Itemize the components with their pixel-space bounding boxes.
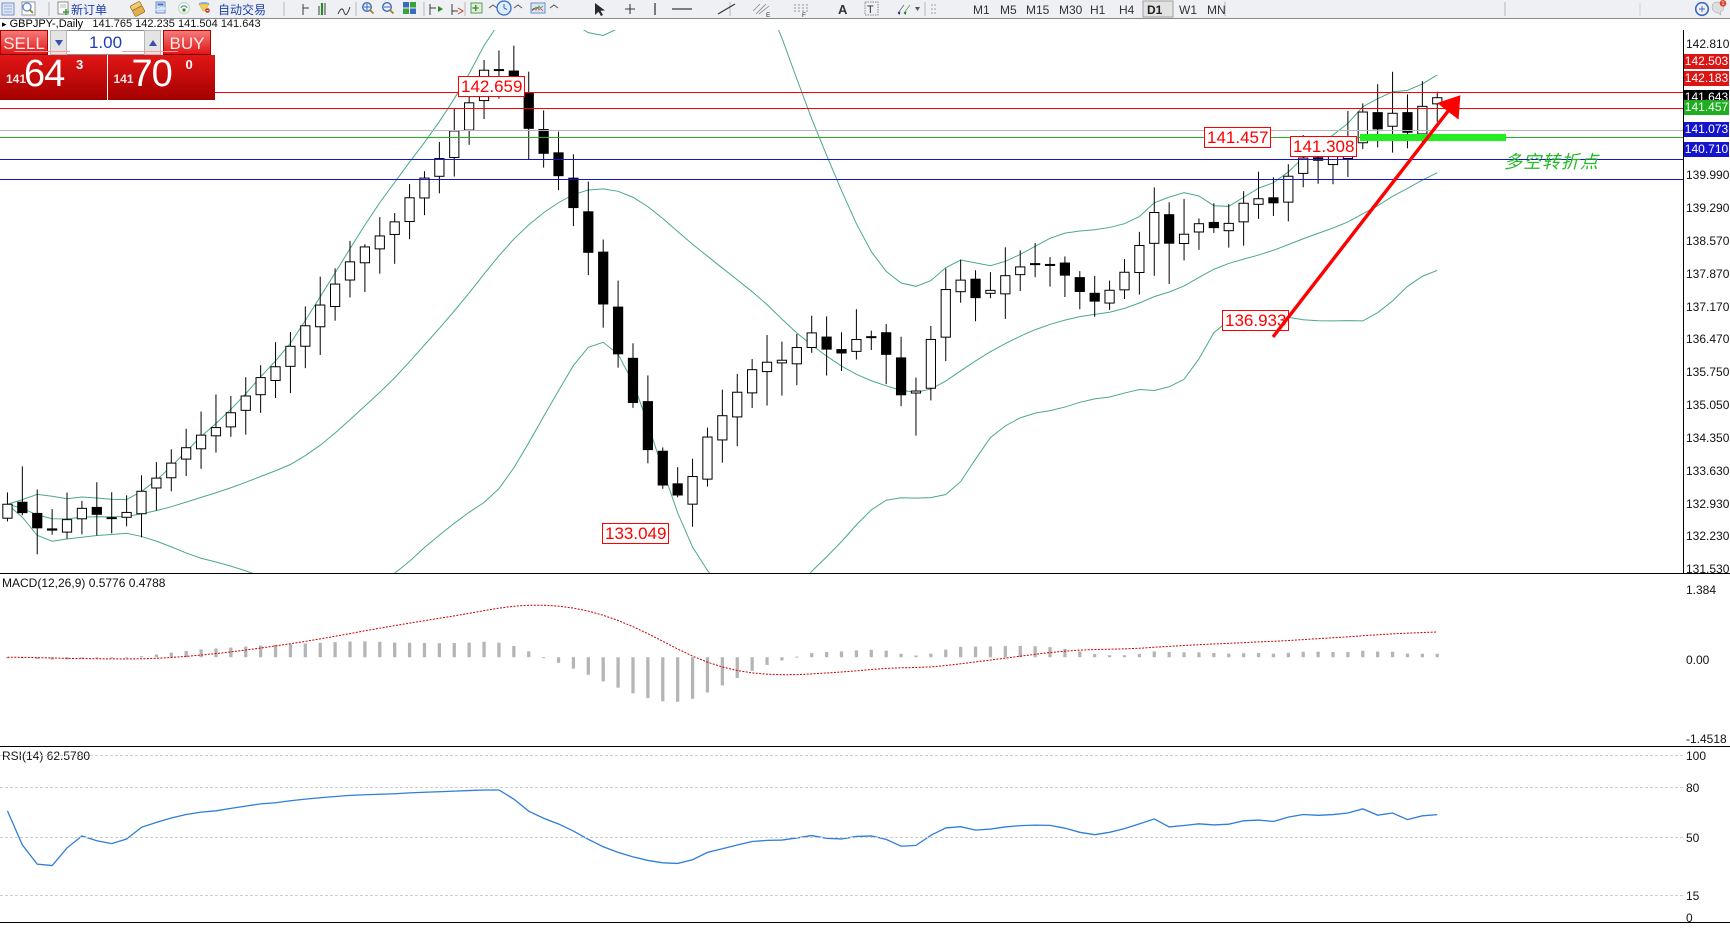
svg-text:E: E xyxy=(766,12,771,19)
svg-text:A: A xyxy=(838,2,848,17)
svg-text:F: F xyxy=(802,12,806,19)
svg-text:T: T xyxy=(867,4,874,16)
svg-text:1: 1 xyxy=(1722,1,1725,7)
